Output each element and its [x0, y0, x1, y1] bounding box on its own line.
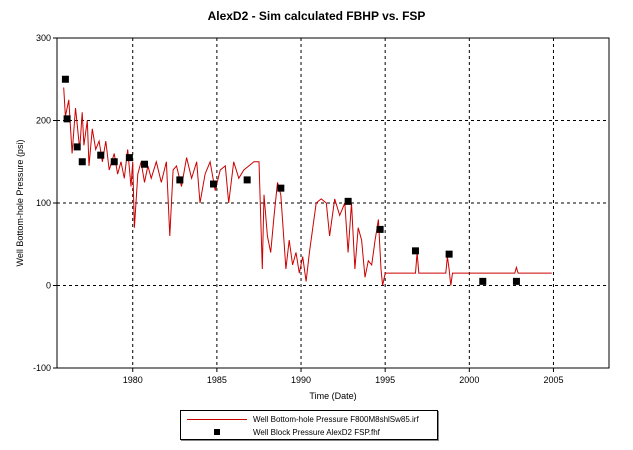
chart-title: AlexD2 - Sim calculated FBHP vs. FSP — [207, 9, 426, 23]
y-axis-ticks: -100 0 100 200 300 — [33, 33, 57, 373]
block-pressure-point — [277, 184, 285, 192]
block-pressure-point — [125, 154, 133, 162]
legend: Well Bottom-hole Pressure F800M8shlSw85.… — [180, 410, 438, 440]
y-tick-label: 300 — [36, 33, 51, 43]
block-pressure-point — [110, 158, 118, 166]
y-tick-label: 0 — [46, 281, 51, 291]
block-pressure-point — [243, 176, 251, 184]
x-tick-label: 1985 — [207, 375, 227, 385]
legend-line-swatch — [187, 419, 247, 420]
x-axis-ticks: 1980 1985 1990 1995 2000 2005 — [123, 368, 563, 385]
block-pressure-point — [512, 277, 520, 285]
block-pressure-point — [61, 75, 69, 83]
block-pressure-point — [63, 115, 71, 123]
legend-marker-label: Well Block Pressure AlexD2 FSP.fhf — [253, 428, 380, 437]
y-tick-label: 200 — [36, 116, 51, 126]
y-tick-label: -100 — [33, 363, 51, 373]
block-pressure-point — [344, 197, 352, 205]
x-tick-label: 2000 — [459, 375, 479, 385]
legend-line-label: Well Bottom-hole Pressure F800M8shlSw85.… — [253, 415, 419, 424]
block-pressure-point — [176, 176, 184, 184]
block-pressure-point — [445, 250, 453, 258]
block-pressure-point — [141, 160, 149, 168]
legend-marker-swatch — [214, 429, 220, 435]
grid — [57, 38, 609, 368]
series-bottom-hole-pressure-line — [63, 87, 552, 286]
block-pressure-point — [97, 151, 105, 159]
block-pressure-point — [210, 180, 218, 188]
legend-item-marker: Well Block Pressure AlexD2 FSP.fhf — [181, 426, 437, 439]
x-tick-label: 1995 — [375, 375, 395, 385]
y-axis-label: Well Bottom-hole Pressure (psi) — [15, 140, 25, 267]
legend-item-line: Well Bottom-hole Pressure F800M8shlSw85.… — [181, 413, 437, 426]
block-pressure-point — [376, 225, 384, 233]
y-tick-label: 100 — [36, 198, 51, 208]
block-pressure-point — [411, 247, 419, 255]
x-tick-label: 1980 — [123, 375, 143, 385]
x-tick-label: 2005 — [543, 375, 563, 385]
block-pressure-point — [78, 158, 86, 166]
x-tick-label: 1990 — [291, 375, 311, 385]
x-axis-label: Time (Date) — [309, 391, 356, 401]
series — [61, 75, 552, 286]
block-pressure-point — [73, 143, 81, 151]
block-pressure-point — [479, 277, 487, 285]
